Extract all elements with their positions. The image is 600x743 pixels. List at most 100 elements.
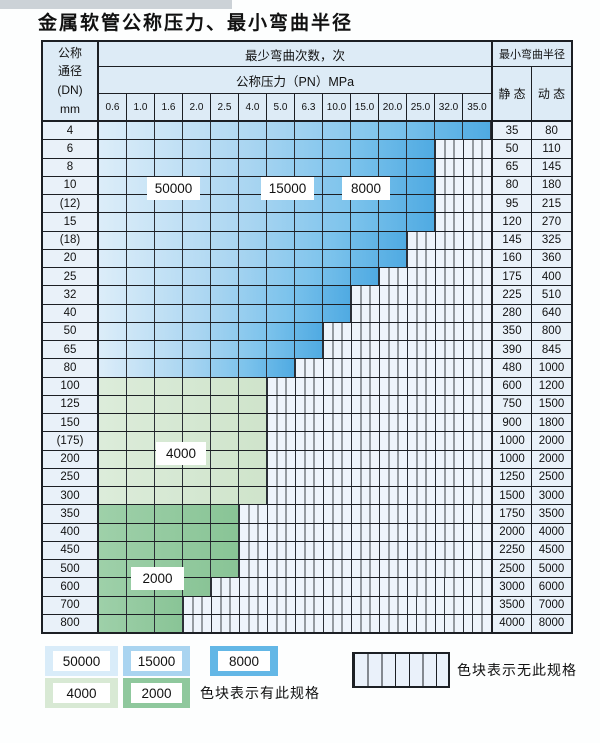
pressure-band [99,249,491,267]
spec-colored-band [99,359,295,377]
static-value: 95 [493,195,532,213]
no-spec-striped-band [407,231,491,249]
no-spec-striped-band [267,432,491,450]
spec-colored-band [99,505,239,523]
no-spec-striped-band [267,395,491,413]
pressure-label: 公称压力（PN）MPa [99,67,491,94]
dynamic-value: 4000 [538,526,565,539]
table-body: 4 35 80 6 50 110 8 65 145 10 80 180 (12) 95 215 15 120 27… [43,122,571,632]
table-row: 40 280 640 [43,304,571,323]
pressure-band [99,414,491,432]
table-row: 25 175 400 [43,268,571,287]
radius-label: 最小弯曲半径 [493,42,571,67]
spec-colored-band [99,395,267,413]
table-row: 600 3000 6000 [43,578,571,597]
legend-swatch-value: 4000 [53,683,110,703]
dn-cell: 65 [43,341,99,359]
no-spec-striped-band [267,487,491,505]
radius-cells: 1250 2500 [491,468,571,486]
radius-cells: 1500 3000 [491,487,571,505]
table-row: 80 480 1000 [43,359,571,378]
static-value: 50 [493,140,532,158]
static-value: 350 [493,322,532,340]
pn-value: 20.0 [379,94,407,120]
radius-cells: 1000 2000 [491,450,571,468]
dynamic-value: 400 [541,270,562,283]
spec-colored-band [99,304,351,322]
pn-value: 15.0 [351,94,379,120]
dynamic-value: 4500 [538,544,565,557]
legend-swatch: 15000 [123,646,190,676]
pn-value: 5.0 [267,94,295,120]
dynamic-value: 2500 [538,471,565,484]
dn-cell: 500 [43,560,99,578]
spec-colored-band [99,341,323,359]
no-spec-striped-band [351,304,491,322]
table-row: 50 350 800 [43,322,571,341]
spec-colored-band [99,158,435,176]
dn-cell: 8 [43,158,99,176]
static-value: 1250 [493,468,532,486]
pressure-band [99,614,491,632]
static-value: 225 [493,286,532,304]
table-row: 500 2500 5000 [43,560,571,579]
table-row: 150 900 1800 [43,414,571,433]
dynamic-value: 8000 [538,617,565,630]
dn-cell: 350 [43,505,99,523]
dynamic-header: 动 态 [537,87,566,101]
radius-cells: 3500 7000 [491,596,571,614]
no-spec-striped-band [351,286,491,304]
dn-cell: 100 [43,377,99,395]
no-spec-striped-band [407,249,491,267]
dn-cell: 800 [43,614,99,632]
no-spec-striped-band [267,468,491,486]
has-spec-legend-text: 色块表示有此规格 [200,685,320,701]
no-spec-striped-band [267,450,491,468]
dn-cell: 250 [43,468,99,486]
dn-cell: 15 [43,213,99,231]
pressure-band [99,304,491,322]
static-value: 80 [493,176,532,194]
table-row: 4 35 80 [43,122,571,141]
static-value: 120 [493,213,532,231]
radius-cells: 600 1200 [491,377,571,395]
dn-header-line: (DN) [57,83,83,97]
table-row: (175) 1000 2000 [43,432,571,451]
no-spec-striped-band [435,176,491,194]
pressure-band [99,487,491,505]
table-row: 350 1750 3500 [43,505,571,524]
spec-colored-band [99,614,183,632]
no-spec-striped-band [239,541,491,559]
dn-cell: 150 [43,414,99,432]
bend-count-label: 2000 [131,567,184,590]
spec-colored-band [99,249,407,267]
radius-cells: 350 800 [491,322,571,340]
pressure-band [99,359,491,377]
static-value: 1500 [493,487,532,505]
pn-value: 25.0 [407,94,435,120]
pn-value: 32.0 [435,94,463,120]
table-row: 15 120 270 [43,213,571,232]
static-value: 900 [493,414,532,432]
pressure-band [99,377,491,395]
radius-cells: 480 1000 [491,359,571,377]
spec-colored-band [99,268,379,286]
no-spec-striped-band [435,140,491,158]
spec-colored-band [99,231,407,249]
dn-header-line: mm [60,101,80,116]
radius-cells: 65 145 [491,158,571,176]
spec-colored-band [99,468,267,486]
table-row: 100 600 1200 [43,377,571,396]
no-spec-striped-band [435,195,491,213]
pn-value: 1.0 [127,94,155,120]
table-header: 公称 通径 (DN) mm 最少弯曲次数，次 公称压力（PN）MPa 0.6 1.0 1.… [43,42,571,122]
pn-value: 4.0 [239,94,267,120]
static-value: 600 [493,377,532,395]
radius-header: 最小弯曲半径 静 态 动 态 [491,42,571,120]
pn-value: 35.0 [467,101,487,113]
bend-count-label: 8000 [342,177,390,200]
static-value: 175 [493,268,532,286]
radius-cells: 2250 4500 [491,541,571,559]
legend-swatch-value: 8000 [218,651,270,671]
